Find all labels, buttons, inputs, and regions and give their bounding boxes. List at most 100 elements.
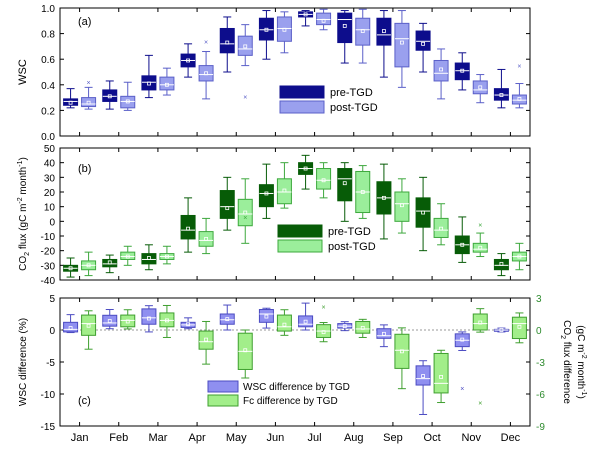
box-mean-marker: [303, 166, 308, 171]
box-mean-marker: [147, 256, 151, 260]
box-a-s1-sep: [376, 10, 392, 78]
box-c-s1-aug: [337, 321, 353, 332]
box-a-s1-mar: [141, 54, 157, 99]
box-mean-marker: [282, 322, 287, 327]
panel-b-label: (b): [78, 163, 91, 175]
panel-b-ylabel-rest: flux (gC m: [18, 204, 29, 252]
box-iqr: [141, 253, 157, 265]
box-a-s2-jun: [276, 11, 292, 54]
month-label-jan: Jan: [71, 432, 89, 444]
box-c-s2-sep: [394, 327, 410, 390]
outlier-marker: ×: [322, 305, 326, 312]
panel-c-ylabel-right: CO2 flux difference (gC m-2 month-1): [559, 320, 587, 404]
legend-a-post-swatch: [279, 100, 325, 114]
outlier-marker: ×: [460, 386, 464, 393]
box-mean-marker: [264, 27, 269, 32]
box-mean-marker: [68, 326, 73, 330]
legend-b-pre-label: pre-TGD: [328, 226, 371, 238]
panel-b-ylabel-sub: 2: [24, 252, 31, 256]
panel-a-frame: [59, 7, 531, 137]
box-mean-marker: [499, 93, 504, 97]
panel-b-ylabel-sup1: -2: [17, 197, 24, 203]
box-iqr: [141, 308, 157, 325]
box-c-s2-may: [237, 329, 253, 379]
box-iqr: [258, 17, 274, 41]
box-b-s2-feb: [120, 245, 136, 266]
box-iqr: [355, 17, 371, 46]
panel-a-ytick-label: 0.4: [41, 81, 55, 92]
box-iqr: [415, 365, 431, 386]
box-c-s2-feb: [120, 309, 136, 330]
box-c-s1-apr: [180, 317, 196, 330]
box-iqr: [120, 314, 136, 328]
box-c-s2-jun: [276, 309, 292, 336]
box-b-s1-jan: [63, 257, 79, 278]
legend-b: pre-TGD post-TGD: [277, 224, 376, 253]
box-b-s2-nov: [472, 232, 488, 258]
box-iqr: [198, 231, 214, 247]
box-b-s2-jun: [276, 162, 292, 209]
box-b-s1-feb: [102, 254, 118, 274]
box-mean-marker: [382, 331, 386, 336]
box-a-s2-dec: [511, 83, 527, 109]
box-mean-marker: [147, 316, 151, 321]
box-mean-marker: [439, 67, 443, 72]
box-mean-marker: [460, 337, 465, 342]
box-iqr: [415, 30, 431, 51]
box-iqr: [298, 315, 314, 328]
box-mean-marker: [421, 210, 425, 215]
box-iqr: [102, 314, 118, 327]
box-mean-marker: [421, 374, 425, 378]
outlier-marker: ×: [204, 39, 208, 46]
box-iqr: [81, 314, 97, 336]
panel-a-label: (a): [78, 16, 91, 28]
panel-b-ylabel-mid: month: [18, 167, 29, 198]
box-b-s2-aug: [355, 165, 371, 219]
panel-b-ytick-label: 10: [44, 203, 56, 214]
panel-c-ytick-label: -15: [41, 422, 56, 433]
box-a-s1-jan: [63, 88, 79, 109]
box-mean-marker: [204, 237, 208, 241]
box-mean-marker: [478, 85, 483, 90]
box-b-s1-sep: [376, 163, 392, 240]
box-iqr: [198, 330, 214, 350]
box-mean-marker: [360, 325, 365, 330]
panel-a-ytick-label: 1.0: [41, 4, 55, 15]
panel-b-ytick-label: 40: [44, 159, 56, 170]
month-label-apr: Apr: [189, 432, 206, 444]
box-mean-marker: [439, 375, 443, 379]
box-mean-marker: [360, 29, 365, 33]
box-mean-marker: [342, 24, 347, 28]
legend-c: WSC difference by TGD Fc difference by T…: [207, 380, 350, 407]
month-label-may: May: [226, 432, 247, 444]
box-iqr: [337, 12, 353, 44]
box-mean-marker: [165, 82, 169, 87]
box-mean-marker: [186, 322, 190, 327]
legend-b-post-label: post-TGD: [328, 241, 376, 253]
box-a-s2-jan: [81, 86, 97, 110]
box-mean-marker: [499, 328, 504, 332]
month-label-jul: Jul: [308, 432, 322, 444]
box-b-s1-may: [219, 176, 235, 231]
panel-a-ylabel: WSC: [17, 59, 29, 85]
box-b-s1-apr: [180, 197, 196, 253]
box-iqr: [433, 352, 449, 394]
box-mean-marker: [282, 188, 287, 193]
box-mean-marker: [517, 96, 522, 101]
box-b-s1-oct: [415, 176, 431, 252]
panel-b-frame: [59, 147, 531, 281]
box-c-s1-jun: [258, 307, 274, 329]
box-mean-marker: [303, 319, 308, 324]
box-b-s1-nov: [454, 216, 470, 263]
box-iqr: [219, 313, 235, 325]
box-c-s2-aug: [355, 318, 371, 338]
panel-c-ytick-right-label: 3: [536, 294, 542, 305]
box-c-s1-jan: [63, 314, 79, 334]
box-c-s2-mar: [159, 304, 175, 338]
box-c-s1-may: [219, 304, 235, 331]
box-c-s1-dec: [493, 327, 509, 333]
box-a-s1-jun: [258, 10, 274, 60]
box-mean-marker: [107, 94, 112, 99]
box-a-s2-oct: [433, 48, 449, 100]
